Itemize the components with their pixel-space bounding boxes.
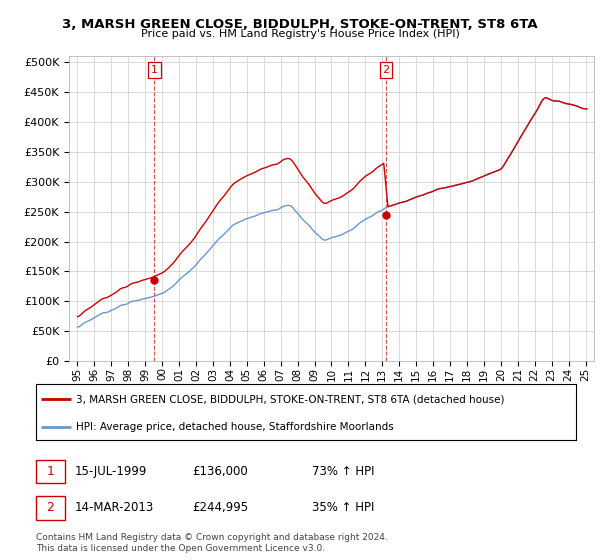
Text: Contains HM Land Registry data © Crown copyright and database right 2024.
This d: Contains HM Land Registry data © Crown c… [36,533,388,553]
Text: 2: 2 [382,65,389,75]
Text: 35% ↑ HPI: 35% ↑ HPI [312,501,374,515]
Text: 15-JUL-1999: 15-JUL-1999 [75,465,148,478]
Text: £244,995: £244,995 [192,501,248,515]
Text: £136,000: £136,000 [192,465,248,478]
Text: 73% ↑ HPI: 73% ↑ HPI [312,465,374,478]
Text: 2: 2 [46,501,55,515]
Text: 3, MARSH GREEN CLOSE, BIDDULPH, STOKE-ON-TRENT, ST8 6TA (detached house): 3, MARSH GREEN CLOSE, BIDDULPH, STOKE-ON… [77,394,505,404]
Text: 1: 1 [151,65,158,75]
Text: 14-MAR-2013: 14-MAR-2013 [75,501,154,515]
Text: Price paid vs. HM Land Registry's House Price Index (HPI): Price paid vs. HM Land Registry's House … [140,29,460,39]
Text: 1: 1 [46,465,55,478]
Text: HPI: Average price, detached house, Staffordshire Moorlands: HPI: Average price, detached house, Staf… [77,422,394,432]
Text: 3, MARSH GREEN CLOSE, BIDDULPH, STOKE-ON-TRENT, ST8 6TA: 3, MARSH GREEN CLOSE, BIDDULPH, STOKE-ON… [62,18,538,31]
